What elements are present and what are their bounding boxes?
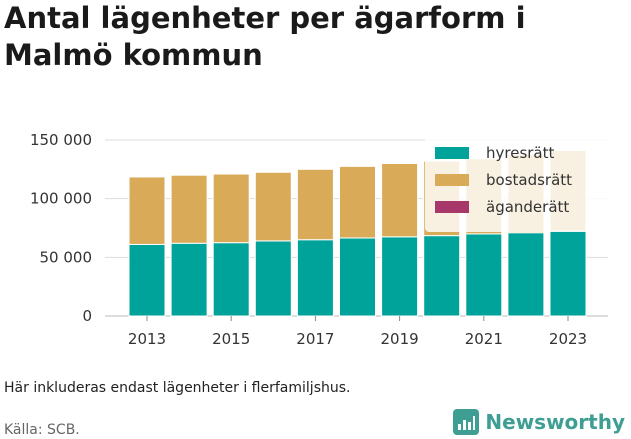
bar-segment [465,233,503,317]
x-tick-label: 2023 [549,330,587,348]
bar-segment [128,243,166,317]
bar-segment [507,232,545,317]
chart-title: Antal lägenheter per ägarform i Malmö ko… [4,1,526,72]
y-tick-label: 50 000 [40,248,93,266]
legend-swatch [435,201,469,213]
bar-segment [212,173,250,244]
legend-background [425,136,610,232]
bar-segment [381,236,419,317]
y-tick-label: 100 000 [30,190,92,208]
bar-segment [296,239,334,317]
legend-swatch [435,147,469,159]
y-axis-ticks: 0 50 000 100 000 150 000 [30,131,92,325]
x-axis-ticks: 2013 2015 2017 2019 2021 2023 [128,316,587,348]
x-tick-label: 2021 [465,330,503,348]
bar-segment [128,176,166,245]
legend-swatch [435,174,469,186]
bar-segment [423,235,461,317]
y-tick-label: 150 000 [30,131,92,149]
x-tick-label: 2019 [381,330,419,348]
brand: Newsworthy [453,409,625,435]
bar-segment [339,237,376,317]
newsworthy-chart-logo-icon [453,409,480,435]
legend-label: hyresrätt [486,144,555,162]
bar-segment [381,162,419,238]
legend-label: bostadsrätt [486,171,572,189]
bar-segment [170,242,208,317]
bar-segment [212,242,250,317]
brand-name: Newsworthy [485,410,625,434]
y-tick-label: 0 [82,307,92,325]
bar-segment [549,230,587,317]
bar-segment [254,240,292,317]
source-text: Källa: SCB. [4,422,80,438]
footnote: Här inkluderas endast lägenheter i flerf… [4,380,351,396]
x-tick-label: 2017 [296,330,334,348]
legend-label: äganderätt [486,198,569,216]
bar-segment [170,174,208,244]
x-tick-label: 2013 [128,330,166,348]
bar-segment [296,168,334,241]
legend: hyresrätt bostadsrätt äganderätt [425,136,610,232]
bar-segment [339,165,376,239]
bar-segment [254,171,292,242]
x-tick-label: 2015 [212,330,250,348]
